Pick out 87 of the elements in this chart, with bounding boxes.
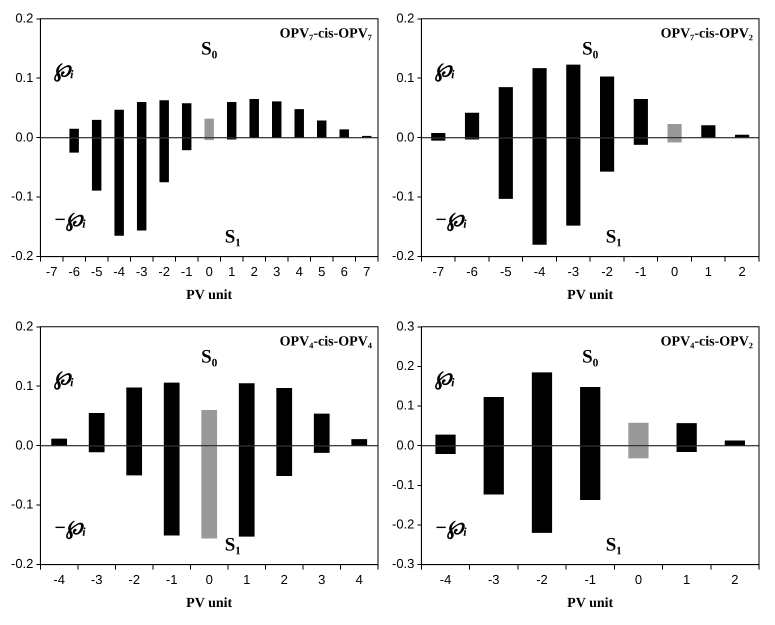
- x-tick-label: -1: [180, 264, 192, 279]
- x-tick-label: 0: [206, 572, 213, 587]
- x-tick-label: 1: [228, 264, 236, 279]
- y-tick-label: 0.1: [396, 70, 414, 85]
- annotation: −℘ᵢ: [434, 209, 468, 232]
- x-tick-label: 2: [731, 572, 739, 587]
- x-tick-label: -4: [53, 572, 65, 587]
- text: OPV₇-cis-OPV₇: [280, 26, 372, 42]
- x-tick-label: -2: [536, 572, 548, 587]
- x-tick-label: 3: [273, 264, 280, 279]
- x-tick-label: -2: [601, 264, 613, 279]
- x-tick-label: -3: [136, 264, 148, 279]
- x-tick-label: 2: [280, 572, 288, 587]
- text: OPV₄-cis-OPV₄: [280, 334, 373, 350]
- annotation: ℘ᵢ: [434, 367, 456, 390]
- x-axis-title: PV unit: [186, 596, 233, 612]
- x-tick-label: -2: [158, 264, 170, 279]
- x-tick-label: 0: [206, 264, 213, 279]
- x-tick-label: 0: [670, 264, 678, 279]
- x-tick-label: -3: [90, 572, 102, 587]
- x-tick-label: 4: [356, 572, 363, 587]
- y-tick-label: 0.2: [396, 10, 414, 26]
- annotation: S₀: [201, 346, 218, 368]
- x-tick-label: -3: [568, 264, 580, 279]
- y-tick-label: -0.3: [392, 556, 414, 572]
- annotation: S₁: [606, 534, 622, 556]
- x-axis-title: PV unit: [567, 288, 614, 304]
- y-tick-label: 0.0: [396, 437, 414, 452]
- x-tick-label: -6: [466, 264, 478, 279]
- text: OPV₇-cis-OPV₂: [660, 26, 753, 42]
- x-tick-label: 1: [683, 572, 690, 587]
- x-tick-label: 1: [704, 264, 712, 279]
- x-tick-label: 5: [318, 264, 326, 279]
- x-tick-label: -5: [500, 264, 512, 279]
- x-axis-title: PV unit: [186, 288, 233, 304]
- x-tick-label: 3: [318, 572, 326, 587]
- x-tick-label: -2: [128, 572, 140, 587]
- x-tick-label: -3: [488, 572, 500, 587]
- x-tick-label: 0: [634, 572, 642, 587]
- annotation: ℘ᵢ: [52, 367, 74, 390]
- annotation: S₀: [582, 346, 599, 368]
- y-tick-label: -0.2: [392, 248, 414, 264]
- x-tick-label: -5: [90, 264, 102, 279]
- y-tick-label: -0.1: [392, 188, 414, 204]
- annotation: S₁: [224, 226, 241, 248]
- x-tick-label: 6: [340, 264, 348, 279]
- y-tick-label: -0.2: [392, 516, 414, 532]
- y-tick-label: 0.0: [396, 129, 414, 144]
- annotation: −℘ᵢ: [54, 517, 86, 540]
- y-tick-label: 0.0: [15, 437, 34, 452]
- x-tick-label: -1: [635, 264, 647, 279]
- annotation: S₁: [224, 534, 241, 556]
- x-tick-label: 7: [363, 264, 370, 279]
- y-tick-label: 0.1: [396, 398, 414, 413]
- x-tick-label: -1: [166, 572, 178, 587]
- x-tick-label: -7: [46, 264, 58, 279]
- x-tick-label: -4: [440, 572, 452, 587]
- x-tick-label: 2: [738, 264, 746, 279]
- x-axis-title: PV unit: [567, 596, 614, 612]
- y-tick-label: -0.2: [10, 556, 34, 572]
- annotation: S₀: [582, 38, 599, 60]
- y-tick-label: -0.1: [10, 188, 34, 204]
- x-tick-label: 1: [243, 572, 250, 587]
- y-tick-label: 0.1: [15, 378, 34, 393]
- annotation: −℘ᵢ: [434, 517, 468, 540]
- y-tick-label: 0.2: [396, 358, 414, 374]
- y-tick-label: -0.2: [10, 248, 34, 264]
- x-tick-label: -4: [534, 264, 546, 279]
- x-tick-label: -6: [68, 264, 80, 279]
- x-tick-label: 2: [250, 264, 258, 279]
- x-tick-label: -4: [113, 264, 125, 279]
- y-tick-label: -0.1: [392, 476, 414, 492]
- annotation: −℘ᵢ: [54, 209, 86, 232]
- y-tick-label: 0.1: [15, 70, 34, 85]
- x-tick-label: -1: [584, 572, 596, 587]
- annotation: S₀: [201, 38, 218, 60]
- x-tick-label: 4: [296, 264, 303, 279]
- x-tick-label: -7: [432, 264, 444, 279]
- y-tick-label: -0.1: [10, 496, 34, 512]
- annotation: ℘ᵢ: [52, 59, 74, 82]
- annotation: S₁: [606, 226, 622, 248]
- y-tick-label: 0.2: [15, 10, 34, 26]
- y-tick-label: 0.3: [396, 318, 414, 334]
- y-tick-label: 0.2: [15, 318, 34, 334]
- annotation: ℘ᵢ: [434, 59, 456, 82]
- text: OPV₄-cis-OPV₂: [660, 334, 753, 350]
- y-tick-label: 0.0: [15, 129, 34, 144]
